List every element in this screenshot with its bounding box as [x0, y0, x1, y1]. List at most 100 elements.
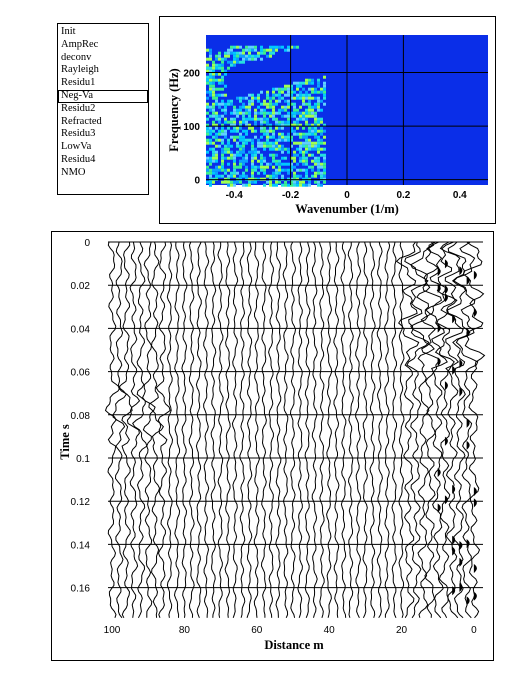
fk-energy-cell [215, 78, 218, 82]
fk-energy-cell [227, 51, 230, 55]
process-list-item[interactable]: Residu3 [61, 128, 96, 140]
fk-energy-cell [215, 111, 218, 115]
fk-energy-cell [323, 174, 326, 178]
fk-energy-cell [320, 132, 323, 136]
fk-energy-cell [239, 144, 242, 148]
fk-energy-cell [320, 165, 323, 169]
process-list[interactable]: Init AmpRec deconv Rayleigh Residu1 Neg-Va Res… [58, 24, 148, 180]
fk-energy-cell [245, 141, 248, 145]
fk-energy-cell [218, 93, 221, 97]
fk-energy-cell [323, 75, 326, 79]
fk-energy-cell [212, 72, 215, 76]
process-list-item[interactable]: Init [61, 26, 76, 37]
seismic-trace [188, 241, 195, 618]
seismic-wiggle-fill [459, 266, 463, 276]
fk-energy-cell [260, 153, 263, 157]
fk-energy-cell [209, 72, 212, 76]
fk-energy-cell [224, 108, 227, 112]
fk-energy-cell [299, 93, 302, 97]
fk-energy-cell [239, 138, 242, 142]
fk-energy-cell [275, 99, 278, 103]
process-list-panel[interactable]: Init AmpRec deconv Rayleigh Residu1 Neg-Va Res… [57, 23, 149, 195]
fk-energy-cell [206, 123, 209, 127]
process-list-item[interactable]: Neg-Va [58, 89, 148, 103]
fk-energy-cell [221, 159, 224, 163]
fk-energy-cell [308, 132, 311, 136]
fk-energy-cell [230, 183, 233, 187]
fk-energy-cell [314, 114, 317, 118]
fk-energy-cell [278, 96, 281, 100]
fk-energy-cell [272, 87, 275, 91]
seismic-trace [231, 241, 239, 618]
process-list-item[interactable]: AmpRec [61, 38, 99, 50]
fk-energy-cell [281, 147, 284, 151]
fk-energy-cell [287, 105, 290, 109]
fk-energy-cell [233, 168, 236, 172]
fk-energy-cell [230, 48, 233, 52]
fk-energy-cell [257, 138, 260, 142]
fk-energy-cell [311, 111, 314, 115]
fk-energy-cell [242, 159, 245, 163]
fk-energy-cell [314, 156, 317, 160]
fk-energy-cell [245, 117, 248, 121]
fk-energy-cell [239, 54, 242, 58]
fk-energy-cell [245, 174, 248, 178]
process-list-item[interactable]: Refracted [61, 115, 102, 127]
process-list-item[interactable]: Residu1 [61, 77, 96, 89]
fk-energy-cell [239, 174, 242, 178]
fk-energy-cell [314, 90, 317, 94]
fk-energy-cell [227, 183, 230, 187]
fk-energy-cell [269, 48, 272, 52]
fk-energy-cell [251, 144, 254, 148]
fk-energy-cell [245, 45, 248, 49]
fk-energy-cell [221, 180, 224, 184]
fk-energy-cell [257, 105, 260, 109]
fk-energy-cell [293, 150, 296, 154]
fk-energy-cell [284, 147, 287, 151]
fk-energy-cell [227, 66, 230, 70]
fk-energy-cell [266, 48, 269, 52]
fk-energy-cell [236, 60, 239, 64]
fk-energy-cell [299, 111, 302, 115]
fk-energy-cell [251, 126, 254, 130]
seismic-wiggle-fill [459, 387, 463, 397]
fk-energy-cell [224, 84, 227, 88]
fk-energy-cell [293, 180, 296, 184]
fk-energy-cell [212, 156, 215, 160]
fk-energy-cell [257, 165, 260, 169]
process-list-item[interactable]: Residu4 [61, 153, 96, 165]
fk-energy-cell [245, 54, 248, 58]
process-list-item[interactable]: LowVa [61, 141, 92, 153]
process-list-item[interactable]: NMO [61, 166, 86, 178]
fk-energy-cell [254, 54, 257, 58]
fk-energy-cell [278, 120, 281, 124]
fk-energy-cell [272, 108, 275, 112]
fk-energy-cell [287, 45, 290, 49]
process-list-item[interactable]: Residu2 [61, 102, 96, 114]
fk-energy-cell [212, 87, 215, 91]
fk-energy-cell [233, 171, 236, 175]
process-list-item[interactable]: Rayleigh [61, 64, 99, 76]
fk-energy-cell [311, 90, 314, 94]
fk-energy-cell [245, 105, 248, 109]
fk-energy-cell [296, 87, 299, 91]
fk-energy-cell [206, 180, 209, 184]
fk-energy-cell [260, 126, 263, 130]
fk-energy-cell [305, 144, 308, 148]
seismic-wiggle-fill [437, 357, 441, 367]
fk-energy-cell [248, 111, 251, 115]
fk-energy-cell [278, 99, 281, 103]
process-list-item[interactable]: deconv [61, 51, 92, 63]
seismic-trace [395, 241, 420, 619]
fk-energy-cell [296, 153, 299, 157]
fk-energy-cell [290, 96, 293, 100]
fk-energy-cell [224, 117, 227, 121]
fk-energy-cell [227, 126, 230, 130]
seismic-wiggle-fill [459, 557, 463, 567]
fk-energy-cell [311, 174, 314, 178]
fk-energy-cell [302, 93, 305, 97]
seismic-section-panel: 100 80 60 40 20 0 0 0.02 0.04 0.06 0.08 0.1 0.12 0.1… [51, 231, 494, 661]
fk-energy-cell [299, 147, 302, 151]
fk-energy-cell [242, 144, 245, 148]
fk-energy-cell [221, 147, 224, 151]
